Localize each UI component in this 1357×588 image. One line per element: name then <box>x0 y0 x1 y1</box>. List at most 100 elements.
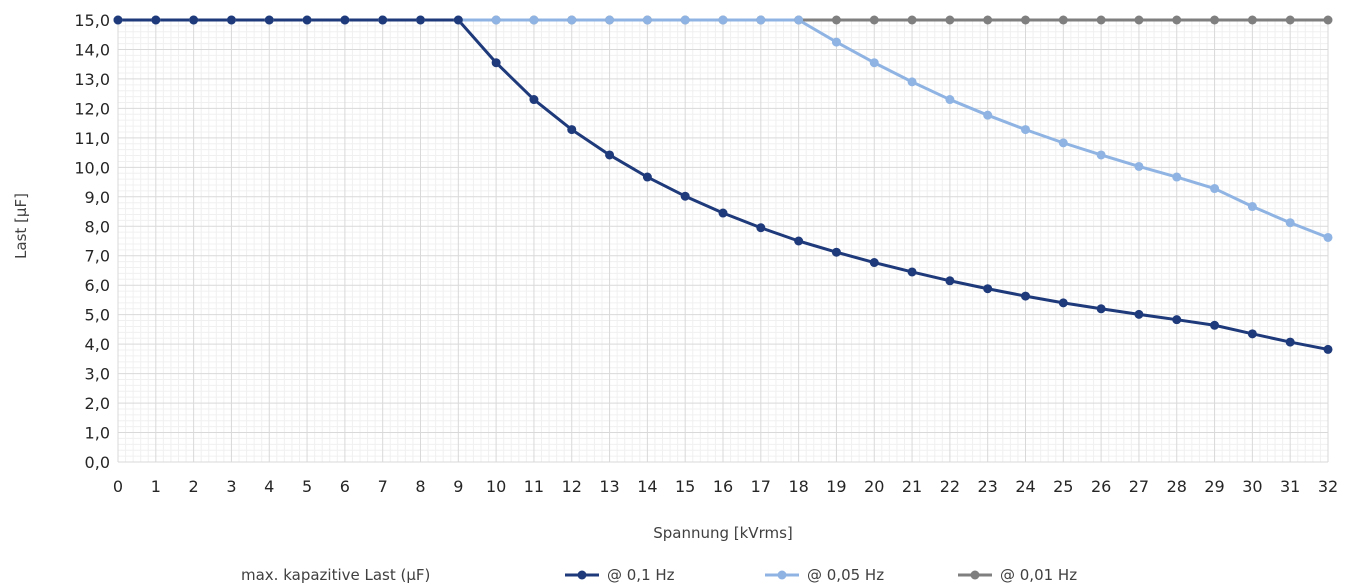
data-point <box>378 15 388 25</box>
data-point <box>340 15 350 25</box>
x-tick-label: 25 <box>1053 477 1073 496</box>
data-point <box>1021 15 1030 25</box>
data-point <box>1096 150 1106 160</box>
data-point <box>1172 15 1182 25</box>
x-tick-label: 17 <box>751 477 771 496</box>
legend-marker <box>970 570 980 580</box>
y-tick-label: 4,0 <box>85 335 110 354</box>
data-point <box>831 247 841 257</box>
x-tick-label: 31 <box>1280 477 1300 496</box>
data-point <box>1285 15 1295 25</box>
data-point <box>794 236 804 246</box>
data-point <box>1210 184 1220 194</box>
data-point <box>1247 329 1257 339</box>
x-tick-label: 4 <box>264 477 274 496</box>
data-point <box>605 15 615 25</box>
x-tick-label: 8 <box>415 477 425 496</box>
legend: max. kapazitive Last (µF) @ 0,1 Hz @ 0,05… <box>241 566 1077 584</box>
data-point <box>1058 15 1068 25</box>
data-point <box>453 15 463 25</box>
x-tick-label: 26 <box>1091 477 1111 496</box>
data-point <box>1247 202 1257 212</box>
y-tick-label: 3,0 <box>85 365 110 384</box>
x-tick-label: 29 <box>1204 477 1224 496</box>
data-point <box>302 15 312 25</box>
x-tick-label: 18 <box>788 477 808 496</box>
data-point <box>869 58 879 68</box>
x-tick-label: 2 <box>189 477 199 496</box>
data-point <box>1285 218 1295 228</box>
legend-entry-label: @ 0,05 Hz <box>807 566 884 584</box>
x-tick-label: 22 <box>940 477 960 496</box>
legend-marker <box>777 570 787 580</box>
data-point <box>945 276 955 286</box>
data-point <box>1058 138 1068 148</box>
x-tick-label: 15 <box>675 477 695 496</box>
legend-title: max. kapazitive Last (µF) <box>241 566 430 584</box>
data-point <box>680 15 690 25</box>
data-point <box>113 15 123 25</box>
data-point <box>1134 161 1144 171</box>
data-point <box>1021 125 1030 135</box>
x-tick-label: 9 <box>453 477 463 496</box>
x-tick-label: 0 <box>113 477 123 496</box>
data-point <box>756 223 766 233</box>
x-tick-label: 13 <box>599 477 619 496</box>
x-axis-label: Spannung [kVrms] <box>653 524 793 542</box>
y-axis-label: Last [µF] <box>12 193 30 259</box>
data-point <box>1323 344 1333 354</box>
y-tick-label: 13,0 <box>74 70 110 89</box>
data-point <box>491 15 501 25</box>
y-tick-label: 9,0 <box>85 188 110 207</box>
y-tick-label: 11,0 <box>74 129 110 148</box>
data-point <box>605 150 615 160</box>
legend-marker <box>577 570 587 580</box>
x-tick-label: 19 <box>826 477 846 496</box>
data-point <box>1172 172 1182 182</box>
data-point <box>983 15 993 25</box>
x-tick-label: 12 <box>562 477 582 496</box>
data-point <box>529 95 539 105</box>
data-point <box>1210 320 1220 330</box>
x-tick-label: 1 <box>151 477 161 496</box>
data-point <box>907 77 917 87</box>
data-point <box>831 37 841 47</box>
data-point <box>642 15 652 25</box>
data-point <box>945 15 955 25</box>
y-tick-label: 12,0 <box>74 99 110 118</box>
y-tick-label: 8,0 <box>85 217 110 236</box>
data-point <box>529 15 539 25</box>
data-point <box>567 125 577 135</box>
data-point <box>1323 15 1333 25</box>
data-point <box>1323 232 1333 242</box>
data-point <box>1058 298 1068 308</box>
x-tick-label: 20 <box>864 477 884 496</box>
data-point <box>491 58 501 68</box>
data-point <box>756 15 766 25</box>
data-point <box>1021 291 1030 301</box>
x-tick-label: 6 <box>340 477 350 496</box>
data-point <box>1172 315 1182 325</box>
legend-entry-label: @ 0,1 Hz <box>607 566 675 584</box>
data-point <box>1134 15 1144 25</box>
data-point <box>567 15 577 25</box>
data-point <box>907 15 917 25</box>
data-point <box>151 15 161 25</box>
x-tick-label: 7 <box>378 477 388 496</box>
data-point <box>718 208 728 218</box>
x-tick-label: 5 <box>302 477 312 496</box>
data-point <box>869 15 879 25</box>
y-tick-label: 14,0 <box>74 40 110 59</box>
data-point <box>983 110 993 120</box>
x-tick-label: 16 <box>713 477 733 496</box>
y-tick-label: 5,0 <box>85 306 110 325</box>
data-point <box>945 95 955 105</box>
data-point <box>416 15 425 25</box>
data-point <box>1096 304 1106 314</box>
x-tick-label: 23 <box>978 477 998 496</box>
x-tick-label: 32 <box>1318 477 1338 496</box>
data-point <box>1247 15 1257 25</box>
legend-entry-label: @ 0,01 Hz <box>1000 566 1077 584</box>
